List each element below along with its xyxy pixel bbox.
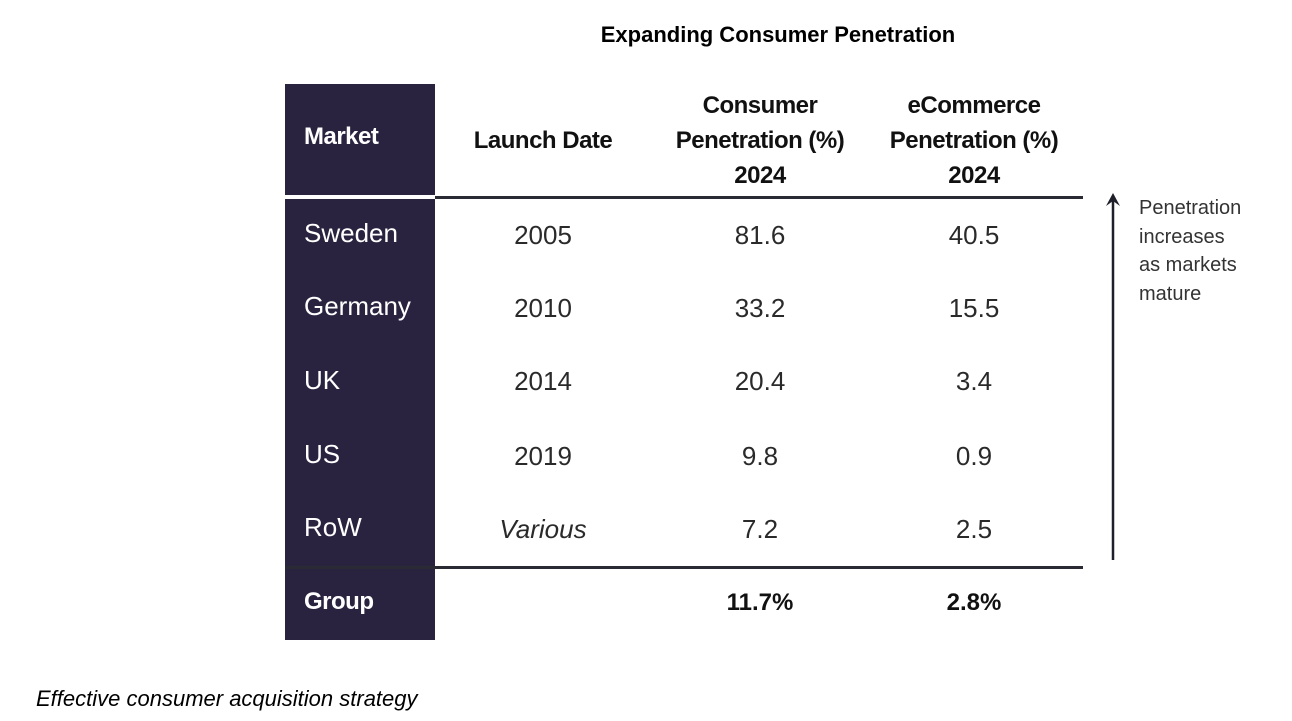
cell-launch: Various [499, 514, 587, 544]
annotation-line: as markets [1139, 254, 1237, 276]
cell-consumer: 33.2 [734, 293, 786, 323]
header-consumer-penetration: Consumer Penetration (%) 2024 [650, 88, 870, 193]
cell-market: UK [304, 365, 341, 395]
cell-launch: 2010 [514, 293, 572, 323]
header-line: 2024 [734, 162, 786, 189]
header-line: Penetration (%) [889, 127, 1059, 154]
cell-market: Sweden [304, 218, 398, 248]
total-divider [285, 566, 1083, 569]
cell-consumer: 81.6 [734, 220, 786, 250]
header-launch-date: Launch Date [473, 127, 613, 154]
cell-consumer: 9.8 [741, 441, 779, 471]
up-arrow-icon [1106, 193, 1120, 560]
header-market: Market [304, 123, 379, 150]
cell-consumer: 7.2 [741, 514, 779, 544]
header-line: Penetration (%) [675, 127, 845, 154]
footer-caption: Effective consumer acquisition strategy [36, 686, 418, 711]
header-separator-gap [285, 195, 435, 199]
cell-launch: 2019 [514, 441, 572, 471]
annotation-line: mature [1139, 282, 1202, 305]
header-divider [435, 196, 1083, 199]
penetration-annotation: Penetration increases as markets mature [1139, 194, 1241, 308]
cell-ecommerce: 0.9 [955, 441, 993, 471]
cell-market: RoW [304, 512, 362, 542]
header-line: eCommerce [907, 92, 1041, 119]
cell-launch: 2005 [514, 220, 572, 250]
annotation-line: increases [1139, 225, 1225, 248]
header-ecommerce-penetration: eCommerce Penetration (%) 2024 [864, 88, 1084, 193]
cell-ecommerce: 15.5 [948, 293, 1000, 323]
cell-launch: 2014 [514, 366, 572, 396]
cell-market: Germany [304, 291, 411, 321]
cell-ecommerce-total: 2.8% [946, 589, 1002, 616]
cell-consumer-total: 11.7% [726, 589, 794, 616]
cell-consumer: 20.4 [734, 366, 786, 396]
market-column-background [285, 84, 435, 640]
cell-ecommerce: 3.4 [955, 366, 993, 396]
cell-market-total: Group [304, 588, 374, 615]
cell-ecommerce: 40.5 [948, 220, 1000, 250]
annotation-line: Penetration [1139, 197, 1242, 219]
header-line: Consumer [702, 92, 818, 119]
cell-ecommerce: 2.5 [955, 514, 993, 544]
header-line: 2024 [948, 162, 1000, 189]
table-title: Expanding Consumer Penetration [600, 22, 956, 47]
cell-market: US [304, 439, 341, 469]
